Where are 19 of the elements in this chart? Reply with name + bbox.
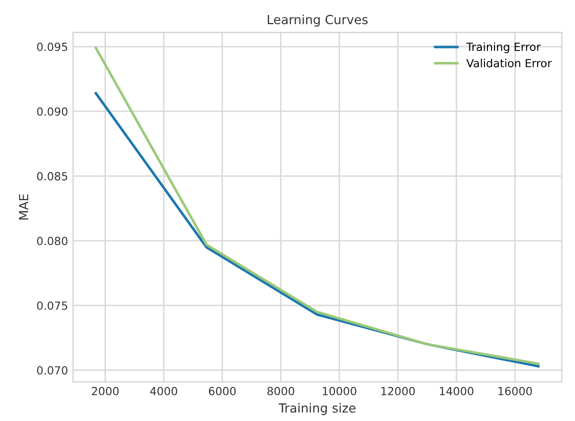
x-axis-title: Training size [278,403,356,416]
y-tick-label: 0.090 [37,107,68,116]
x-tick-label: 4000 [150,386,178,396]
x-tick-label: 12000 [381,386,415,396]
y-tick-label: 0.075 [37,301,68,310]
x-tick-label: 8000 [267,386,294,396]
x-tick-label: 16000 [498,386,532,396]
chart-title: Learning Curves [268,14,368,27]
y-axis-title: MAE [19,194,28,220]
legend-label: Validation Error [466,58,552,68]
y-tick-label: 0.095 [37,42,68,52]
y-tick-label: 0.085 [37,172,68,180]
y-tick-label: 0.070 [37,366,68,375]
x-tick-label: 10000 [322,386,356,396]
x-tick-label: 6000 [208,386,236,396]
y-tick-label: 0.080 [37,236,68,246]
x-tick-label: 2000 [92,386,119,396]
legend-label: Training Error [466,42,541,54]
x-tick-label: 14000 [440,386,474,396]
